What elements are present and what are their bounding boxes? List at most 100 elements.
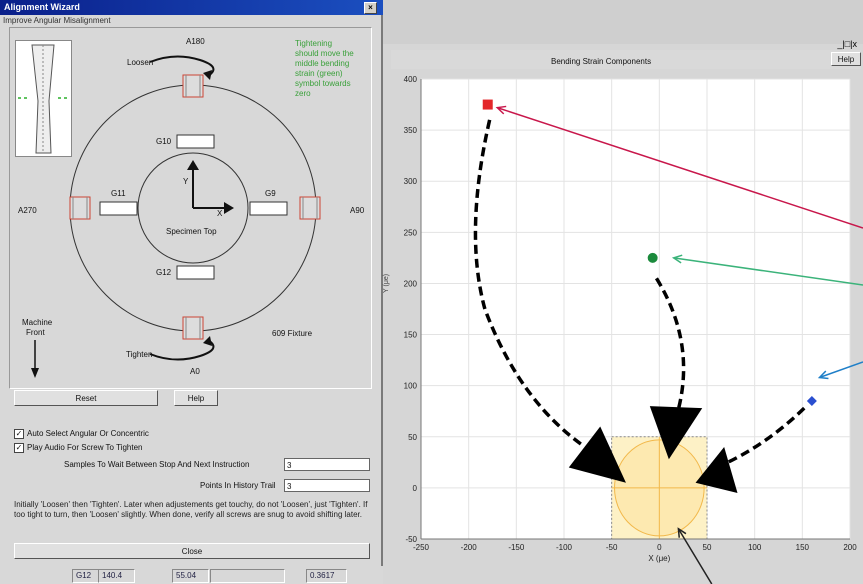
loosen-arrow-icon [149,55,215,77]
y-tick-label: 150 [404,331,418,340]
x-tick-label: -150 [508,543,525,552]
history-trails [473,119,806,493]
pointer-arrow-target [677,528,713,584]
specimen-thumbnail [15,40,72,157]
gauge-g11 [99,201,138,216]
points-label: Points In History Trail [200,481,276,490]
x-axis-label: X (μe) [648,554,670,563]
window-titlebar [383,0,863,44]
machine-front-label: Front [26,328,45,337]
tightening-note: Tightening should move the middle bendin… [295,39,354,98]
status-bar: G12 140.4 55.04 0.3617 [0,566,383,584]
pointer-arrow-green-head [671,254,683,264]
close-icon[interactable]: × [364,2,377,14]
data-point-green [647,252,658,263]
fixture-label: 609 Fixture [272,329,313,338]
reset-button[interactable]: Reset [14,390,158,406]
y-tick-label: -50 [405,535,417,544]
tighten-arrow-icon [149,339,215,361]
instructions-text: Initially 'Loosen' then 'Tighten'. Later… [14,500,368,519]
pointer-arrow-red [497,106,863,229]
gauge-g9 [249,201,288,216]
gauge-label-g9: G9 [265,189,276,198]
fixture-diagram-panel [9,27,372,389]
chart-title: Bending Strain Components [551,57,652,66]
pointer-arrow-blue [819,361,863,379]
position-label-a0: A0 [190,367,200,376]
y-tick-label: 100 [404,382,418,391]
x-tick-label: 150 [796,543,810,552]
play-audio-label: Play Audio For Screw To Tighten [27,443,143,453]
status-value-4: 0.3617 [306,569,347,583]
pointer-arrows [495,105,863,584]
axis-y-label: Y [183,177,189,186]
axis-ticks: -250 -200 -150 -100 -50 0 50 100 150 200 -50 0 50 100… [383,75,857,563]
x-tick-label: 100 [748,543,762,552]
loosen-label: Loosen [127,58,154,67]
auto-select-checkbox[interactable]: ✓ Auto Select Angular Or Concentric [14,429,149,439]
checkbox-mark[interactable]: ✓ [14,443,24,453]
status-value-2: 55.04 [172,569,209,583]
y-tick-label: 0 [413,484,418,493]
help-button[interactable]: Help [174,390,218,406]
data-point-red [482,99,493,110]
x-tick-label: -50 [606,543,618,552]
screw-right[interactable] [299,196,321,220]
pointer-arrow-red-head [495,105,507,115]
gauge-label-g12: G12 [156,268,172,277]
axis-x-label: X [217,209,223,218]
screw-bottom[interactable] [182,316,204,340]
screw-left[interactable] [69,196,91,220]
y-axis-label: Y (μe) [383,274,390,293]
y-tick-label: 200 [404,279,418,288]
target-circle [611,436,708,540]
samples-label: Samples To Wait Between Stop And Next In… [64,460,250,469]
x-tick-label: -250 [413,543,430,552]
x-tick-label: 0 [657,543,662,552]
y-tick-label: 250 [404,228,418,237]
x-tick-label: 50 [703,543,712,552]
fixture-diagram [31,55,321,378]
points-input[interactable]: 3 [284,479,370,492]
position-label-a180: A180 [186,37,205,46]
trail-blue-arrowhead [695,447,738,493]
trail-green-arrowhead [649,406,703,460]
alignment-wizard-window: Alignment Wizard × Improve Angular Misal… [0,0,383,584]
close-button[interactable]: Close [14,543,370,559]
data-point-blue [806,396,817,406]
window-title: Alignment Wizard [0,0,383,15]
play-audio-checkbox[interactable]: ✓ Play Audio For Screw To Tighten [14,443,142,453]
y-tick-label: 400 [404,75,418,84]
y-tick-label: 350 [404,126,418,135]
pointer-arrow-green [673,257,863,286]
specimen-top-label: Specimen Top [166,227,217,236]
pointer-arrow-blue-head [817,370,829,380]
y-tick-label: 300 [404,177,418,186]
gauge-label-g11: G11 [111,189,126,198]
gauge-label-g10: G10 [156,137,172,146]
trail-green [654,277,686,417]
machine-label: Machine [22,318,53,327]
status-value-3 [210,569,285,583]
position-label-a270: A270 [18,206,37,215]
x-tick-label: -100 [556,543,573,552]
gauge-g10 [176,134,215,149]
data-points [482,99,817,406]
gauge-g12 [176,265,215,280]
samples-input[interactable]: 3 [284,458,370,471]
checkbox-mark[interactable]: ✓ [14,429,24,439]
chart-header-bar [391,50,861,69]
tighten-label: Tighten [126,350,153,359]
chart-help-button[interactable]: Help [831,52,861,66]
status-value-1: 140.4 [98,569,135,583]
x-tick-label: -200 [461,543,478,552]
auto-select-label: Auto Select Angular Or Concentric [27,429,149,439]
position-label-a90: A90 [350,206,365,215]
trail-red-arrowhead [568,426,626,483]
screw-top[interactable] [182,74,204,98]
window-controls[interactable]: _|□|x [837,39,857,49]
specimen-shape-icon [18,44,70,154]
group-title: Improve Angular Misalignment [3,16,111,25]
x-tick-label: 200 [843,543,857,552]
